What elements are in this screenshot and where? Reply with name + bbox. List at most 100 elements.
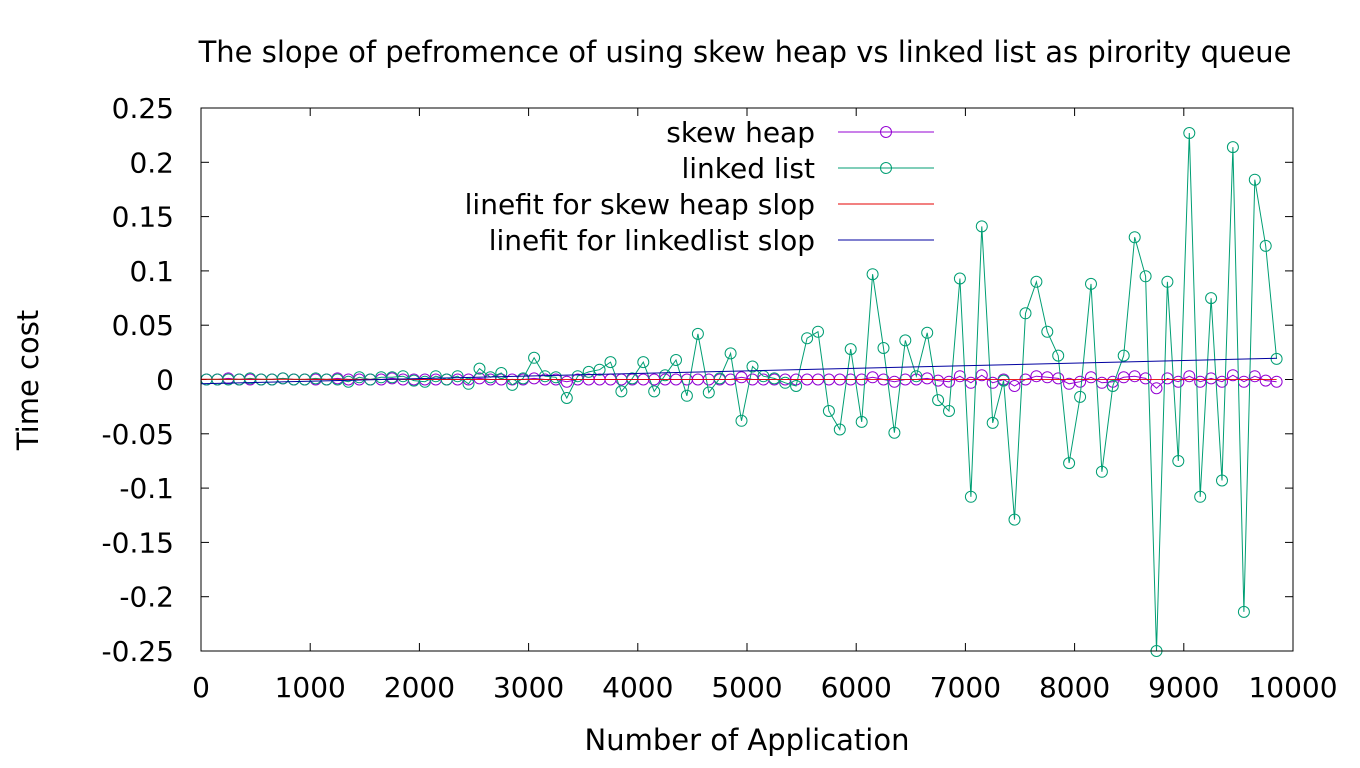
data-point bbox=[1041, 325, 1054, 338]
legend-label: linked list bbox=[681, 152, 815, 185]
y-axis-label: Time cost bbox=[11, 310, 45, 451]
data-point bbox=[1030, 275, 1043, 288]
data-point bbox=[702, 386, 715, 399]
data-point bbox=[1008, 380, 1021, 392]
data-point bbox=[648, 385, 661, 398]
series-linefit-for-linkedlist-slop bbox=[200, 357, 1277, 385]
y-axis-ticks: 0.25 0.2 0.15 0.1 0.05 0 -0.05 -0.1 -0.15 -0.2 -0.… bbox=[102, 92, 1293, 668]
x-tick-label: 10000 bbox=[1248, 671, 1337, 704]
chart-title: The slope of pefromence of using skew he… bbox=[198, 35, 1292, 69]
data-point bbox=[1248, 173, 1261, 186]
y-tick-label: -0.15 bbox=[102, 526, 174, 559]
data-point bbox=[779, 376, 792, 389]
y-tick-label: 0.2 bbox=[129, 146, 174, 179]
data-point bbox=[615, 385, 628, 398]
data-point bbox=[517, 372, 530, 385]
legend-label: linefit for linkedlist slop bbox=[489, 224, 815, 257]
data-point bbox=[746, 360, 759, 373]
data-point bbox=[659, 369, 672, 382]
data-point bbox=[637, 356, 650, 369]
y-tick-label: 0.15 bbox=[112, 201, 174, 234]
legend-label: linefit for skew heap slop bbox=[465, 188, 815, 221]
y-tick-label: -0.2 bbox=[119, 581, 174, 614]
data-point bbox=[560, 392, 573, 404]
data-point bbox=[943, 405, 955, 417]
data-point bbox=[812, 325, 824, 338]
data-point bbox=[429, 370, 442, 383]
data-point bbox=[735, 414, 748, 427]
data-point bbox=[1194, 490, 1207, 503]
data-point bbox=[604, 356, 617, 369]
data-point bbox=[680, 389, 693, 402]
data-point bbox=[921, 326, 934, 339]
data-point bbox=[495, 367, 508, 379]
data-point bbox=[473, 362, 486, 375]
data-point bbox=[418, 375, 431, 388]
data-point bbox=[932, 394, 945, 407]
data-point bbox=[1139, 270, 1152, 283]
data-point bbox=[888, 426, 901, 439]
data-point bbox=[844, 343, 857, 356]
y-tick-label: 0 bbox=[156, 364, 174, 397]
data-point bbox=[1052, 349, 1065, 362]
data-point bbox=[1128, 231, 1141, 244]
x-axis-ticks: 0 1000 2000 3000 4000 5000 6000 7000 8000 9000 100… bbox=[192, 108, 1338, 704]
data-point bbox=[953, 272, 966, 285]
data-point bbox=[1205, 372, 1218, 385]
data-point bbox=[626, 372, 639, 385]
data-point bbox=[1008, 513, 1021, 526]
data-point bbox=[549, 371, 562, 384]
data-point bbox=[1216, 474, 1228, 487]
data-point bbox=[953, 370, 966, 383]
data-point bbox=[713, 372, 726, 385]
data-point bbox=[1226, 141, 1239, 154]
data-point bbox=[1139, 372, 1152, 385]
data-point bbox=[866, 268, 879, 281]
data-point bbox=[855, 415, 868, 428]
plot-frame bbox=[200, 107, 1294, 652]
legend-marker bbox=[880, 162, 892, 174]
legend-marker bbox=[880, 126, 892, 138]
data-point bbox=[768, 372, 781, 385]
y-tick-label: -0.1 bbox=[119, 472, 174, 505]
data-point bbox=[1172, 375, 1185, 388]
data-point bbox=[801, 332, 814, 345]
x-tick-label: 4000 bbox=[602, 671, 673, 704]
x-tick-label: 0 bbox=[192, 671, 210, 704]
data-point bbox=[1150, 382, 1163, 395]
data-point bbox=[1237, 605, 1250, 618]
y-tick-label: -0.05 bbox=[102, 418, 174, 451]
data-point bbox=[1183, 127, 1196, 139]
data-point bbox=[1172, 455, 1185, 467]
x-axis-label: Number of Application bbox=[585, 723, 910, 757]
data-point bbox=[822, 405, 835, 417]
data-point bbox=[1074, 375, 1087, 388]
data-point bbox=[943, 375, 955, 388]
data-point bbox=[670, 354, 682, 366]
y-tick-label: 0.25 bbox=[112, 92, 174, 125]
x-tick-label: 1000 bbox=[275, 671, 346, 704]
y-tick-label: 0.1 bbox=[129, 255, 174, 288]
data-point bbox=[571, 370, 584, 383]
x-tick-label: 9000 bbox=[1148, 671, 1219, 704]
data-point bbox=[1052, 372, 1065, 385]
data-point bbox=[1019, 307, 1032, 320]
data-point bbox=[1183, 370, 1196, 383]
data-point bbox=[790, 380, 803, 392]
x-tick-label: 6000 bbox=[821, 671, 892, 704]
x-tick-label: 7000 bbox=[930, 671, 1001, 704]
data-point bbox=[1194, 375, 1207, 388]
data-point bbox=[1161, 275, 1174, 288]
data-point bbox=[1074, 390, 1087, 403]
data-point bbox=[1248, 370, 1261, 383]
data-point bbox=[997, 374, 1010, 387]
data-point bbox=[691, 327, 704, 340]
y-tick-label: -0.25 bbox=[102, 635, 174, 668]
data-point bbox=[462, 377, 475, 390]
x-tick-label: 8000 bbox=[1039, 671, 1110, 704]
data-point bbox=[397, 370, 409, 383]
x-tick-label: 5000 bbox=[711, 671, 782, 704]
data-point bbox=[1063, 457, 1076, 470]
series-line bbox=[206, 132, 1278, 652]
